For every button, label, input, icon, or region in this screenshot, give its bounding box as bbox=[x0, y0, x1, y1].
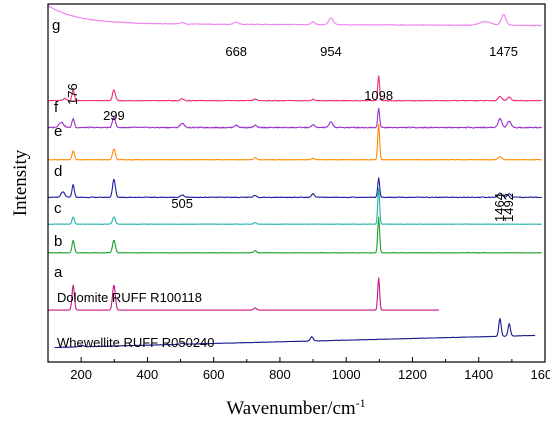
trace-label: Whewellite RUFF R050240 bbox=[57, 335, 215, 350]
trace-4 bbox=[47, 123, 542, 161]
x-tick-label: 1200 bbox=[398, 367, 427, 382]
x-tick-label: 200 bbox=[70, 367, 92, 382]
peak-label: 299 bbox=[103, 108, 125, 123]
trace-labels: g fe d cba Dolomite RUFF R100118 Whewellite R… bbox=[52, 17, 215, 350]
x-tick-label: 400 bbox=[137, 367, 159, 382]
trace-3 bbox=[47, 107, 542, 129]
peak-label: 954 bbox=[320, 44, 342, 59]
peak-label: 505 bbox=[171, 196, 193, 211]
x-tick-label: 1000 bbox=[332, 367, 361, 382]
trace-label: Dolomite RUFF R100118 bbox=[57, 290, 202, 305]
trace-1 bbox=[48, 5, 542, 27]
peak-label: 1492 bbox=[501, 193, 516, 222]
trace-9 bbox=[54, 317, 536, 349]
x-tick-label: 600 bbox=[203, 367, 225, 382]
trace-label: a bbox=[54, 264, 63, 281]
trace-6 bbox=[47, 187, 542, 225]
traces-layer bbox=[47, 5, 542, 349]
trace-8 bbox=[48, 277, 439, 311]
x-tick-label: 1600 bbox=[531, 367, 550, 382]
x-tick-label: 1400 bbox=[464, 367, 493, 382]
trace-5 bbox=[48, 177, 542, 199]
x-axis-label: Wavenumber/cm-1 bbox=[226, 396, 365, 419]
trace-label: f bbox=[54, 99, 59, 116]
x-tick-label: 800 bbox=[269, 367, 291, 382]
x-axis-ticks: 200 400 600 800 1000 1200 1400 1600 bbox=[47, 357, 550, 382]
trace-label: d bbox=[54, 163, 62, 180]
trace-label: e bbox=[54, 123, 62, 140]
peak-label: 1475 bbox=[489, 44, 518, 59]
plot-frame bbox=[47, 3, 546, 363]
peak-label: 1464 bbox=[492, 193, 507, 222]
peak-label: 668 bbox=[225, 44, 247, 59]
trace-2 bbox=[48, 75, 542, 102]
trace-7 bbox=[47, 216, 542, 254]
trace-label: g bbox=[52, 17, 60, 34]
y-axis-label: Intensity bbox=[10, 149, 31, 216]
peak-label: 1098 bbox=[364, 88, 393, 103]
trace-label: b bbox=[54, 233, 62, 250]
trace-label: c bbox=[54, 200, 62, 217]
peak-label: 176 bbox=[65, 83, 80, 105]
